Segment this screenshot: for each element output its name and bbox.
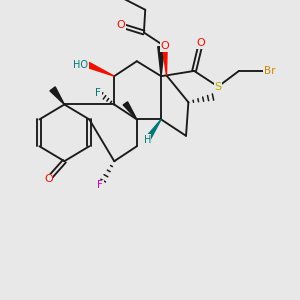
Text: O: O	[196, 38, 205, 48]
Text: S: S	[214, 82, 222, 92]
Polygon shape	[158, 47, 164, 76]
Polygon shape	[50, 87, 64, 104]
Polygon shape	[162, 46, 167, 75]
Text: Br: Br	[263, 66, 275, 76]
Polygon shape	[87, 62, 114, 76]
Text: O: O	[44, 174, 53, 184]
Text: F: F	[98, 180, 103, 190]
Text: F: F	[95, 88, 101, 98]
Polygon shape	[145, 119, 161, 141]
Text: H: H	[144, 135, 151, 145]
Text: HO: HO	[73, 60, 88, 70]
Text: O: O	[160, 41, 169, 51]
Polygon shape	[123, 102, 137, 119]
Text: O: O	[117, 20, 125, 30]
